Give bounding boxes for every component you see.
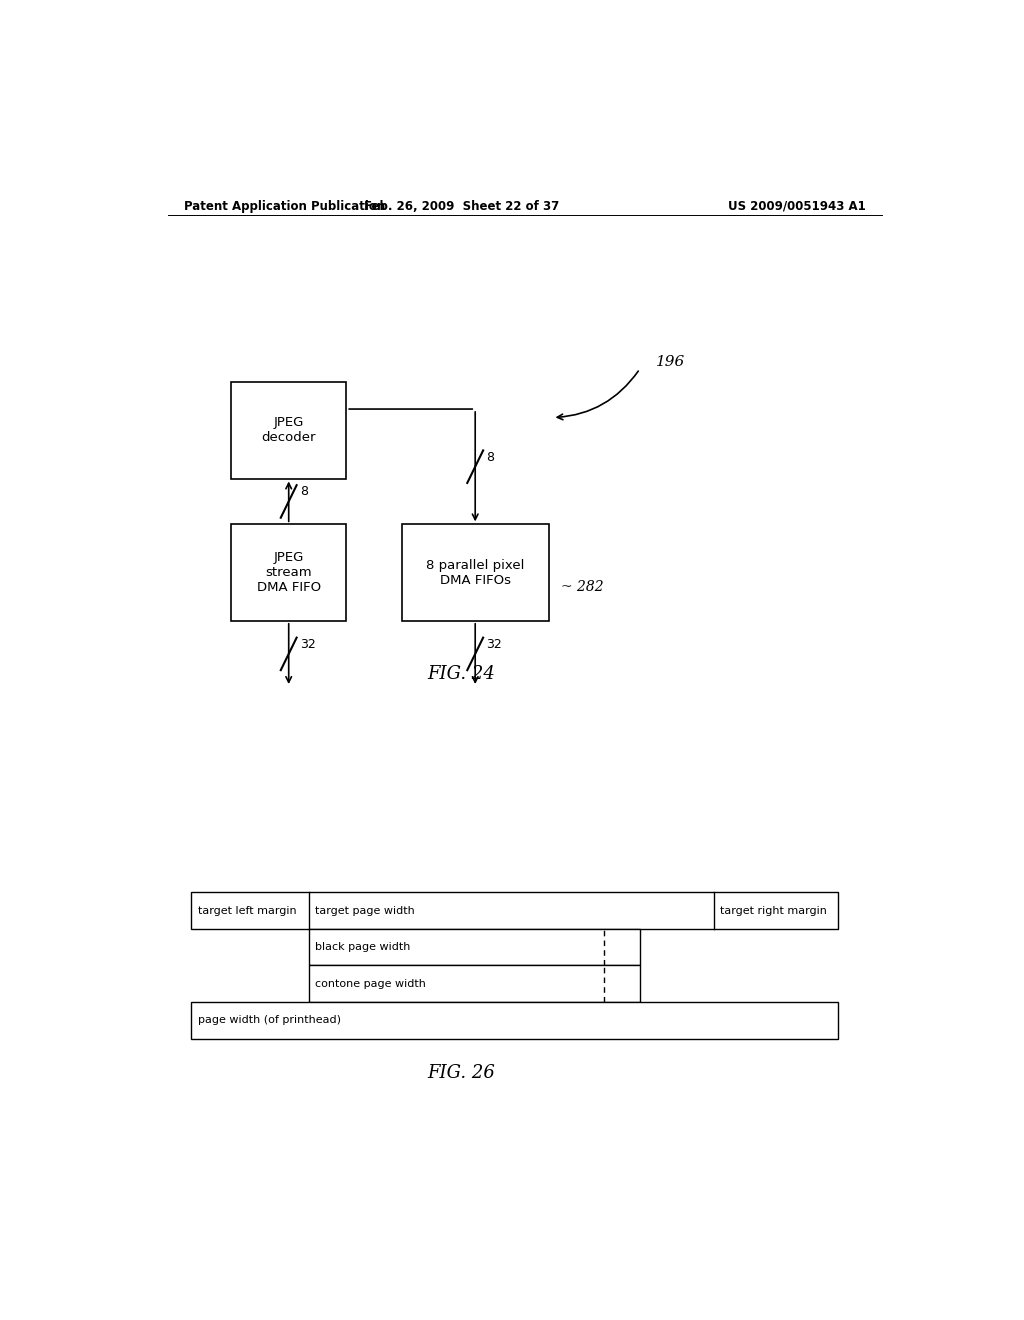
Text: JPEG
stream
DMA FIFO: JPEG stream DMA FIFO [257,550,321,594]
Text: Feb. 26, 2009  Sheet 22 of 37: Feb. 26, 2009 Sheet 22 of 37 [364,199,559,213]
Bar [231,524,346,620]
Text: US 2009/0051943 A1: US 2009/0051943 A1 [728,199,866,213]
Text: 8 parallel pixel
DMA FIFOs: 8 parallel pixel DMA FIFOs [426,558,524,586]
Text: target left margin: target left margin [198,906,297,916]
Bar [191,892,839,929]
Bar [309,929,640,965]
Text: FIG. 24: FIG. 24 [427,665,496,682]
Text: target page width: target page width [315,906,415,916]
Text: Patent Application Publication: Patent Application Publication [183,199,385,213]
Bar [309,965,640,1002]
Text: 196: 196 [655,355,685,368]
Text: 8: 8 [300,486,308,499]
Text: 32: 32 [300,638,315,651]
Bar [231,381,346,479]
Text: page width (of printhead): page width (of printhead) [198,1015,341,1026]
Text: 32: 32 [486,638,502,651]
Text: ~ 282: ~ 282 [560,581,603,594]
Text: target right margin: target right margin [720,906,827,916]
Text: contone page width: contone page width [315,978,426,989]
Text: JPEG
decoder: JPEG decoder [261,416,316,445]
Bar [191,1002,839,1039]
Text: black page width: black page width [315,942,411,952]
Bar [401,524,549,620]
Text: 8: 8 [486,450,495,463]
Text: FIG. 26: FIG. 26 [427,1064,496,1082]
